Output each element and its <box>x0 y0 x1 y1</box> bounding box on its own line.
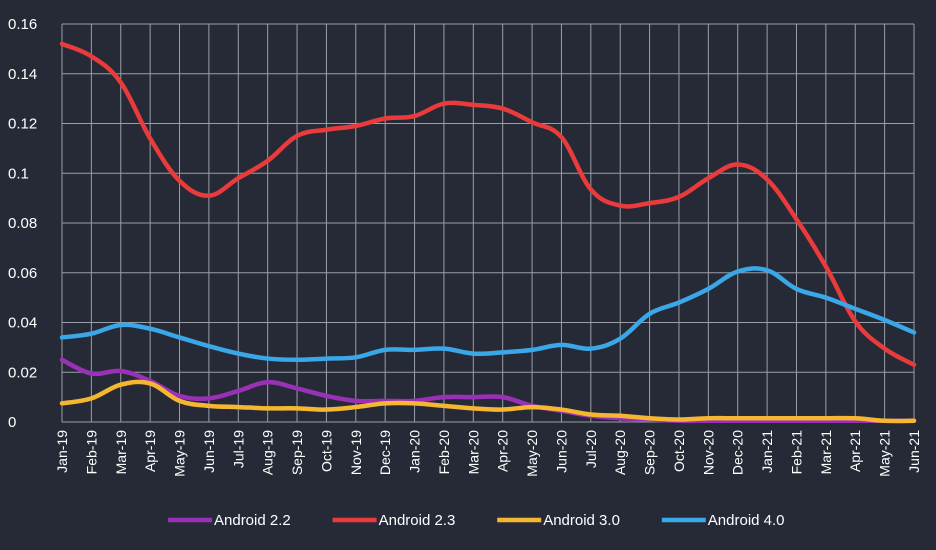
x-tick-label: Jun-21 <box>906 430 922 473</box>
legend-label: Android 3.0 <box>543 512 620 529</box>
legend-item-android-2-2: Android 2.2 <box>168 512 291 529</box>
x-tick-label: Feb-20 <box>436 430 452 475</box>
x-tick-label: Aug-20 <box>612 430 628 475</box>
x-tick-label: Apr-20 <box>495 430 511 472</box>
x-tick-label: Oct-19 <box>318 430 334 472</box>
grid-layer <box>61 23 915 423</box>
legend-item-android-4-0: Android 4.0 <box>661 512 785 529</box>
legend-label: Android 2.3 <box>379 512 456 529</box>
x-tick-label: Mar-20 <box>465 430 481 475</box>
x-tick-label: Jan-21 <box>759 430 775 473</box>
x-tick-label: Dec-20 <box>730 430 746 475</box>
x-tick-label: Jan-19 <box>54 430 70 473</box>
x-tick-label: Dec-19 <box>377 430 393 475</box>
y-tick-label: 0.02 <box>8 364 37 381</box>
y-tick-label: 0.06 <box>8 265 37 282</box>
x-tick-label: Jun-20 <box>553 430 569 473</box>
legend: Android 2.2 Android 2.3 Android 3.0 Android… <box>168 512 785 529</box>
x-tick-label: Jul-19 <box>230 430 246 468</box>
series-layer <box>59 41 917 424</box>
x-tick-label: Oct-20 <box>671 430 687 472</box>
y-tick-label: 0.08 <box>8 215 37 232</box>
legend-label: Android 4.0 <box>708 512 785 529</box>
x-tick-label: May-21 <box>877 430 893 477</box>
y-tick-label: 0.1 <box>8 165 29 182</box>
y-tick-label: 0.16 <box>8 16 37 33</box>
series-line-android-2-2 <box>59 357 917 424</box>
y-tick-label: 0.14 <box>8 66 37 83</box>
x-tick-label: Apr-19 <box>142 430 158 472</box>
x-tick-label: Jun-19 <box>201 430 217 473</box>
x-tick-label: Apr-21 <box>847 430 863 472</box>
x-tick-label: Nov-19 <box>348 430 364 475</box>
x-tick-label: Sep-19 <box>289 430 305 475</box>
x-tick-label: Feb-19 <box>83 430 99 475</box>
series-line-android-3-0 <box>59 379 917 424</box>
y-tick-label: 0.04 <box>8 315 37 332</box>
y-axis-ticks: 0 0.02 0.04 0.06 0.08 0.1 0.12 0.14 0.16 <box>8 16 37 431</box>
series-line-android-4-0 <box>59 266 917 363</box>
series-line-android-2-3 <box>59 41 917 368</box>
y-tick-label: 0.12 <box>8 116 37 133</box>
legend-item-android-2-3: Android 2.3 <box>332 512 456 529</box>
x-tick-label: May-20 <box>524 430 540 477</box>
x-tick-label: Nov-20 <box>700 430 716 475</box>
x-tick-label: Mar-21 <box>818 430 834 475</box>
x-tick-label: Jan-20 <box>407 430 423 473</box>
x-axis-ticks: Jan-19 Feb-19 Mar-19 Apr-19 May-19 Jun-19 Jul-… <box>54 430 922 477</box>
x-tick-label: May-19 <box>172 430 188 477</box>
y-tick-label: 0 <box>8 414 16 431</box>
legend-item-android-3-0: Android 3.0 <box>497 512 620 529</box>
legend-label: Android 2.2 <box>214 512 291 529</box>
x-tick-label: Feb-21 <box>788 430 804 475</box>
x-tick-label: Aug-19 <box>260 430 276 475</box>
x-tick-label: Jul-20 <box>583 430 599 468</box>
x-tick-label: Sep-20 <box>642 430 658 475</box>
x-tick-label: Mar-19 <box>113 430 129 475</box>
